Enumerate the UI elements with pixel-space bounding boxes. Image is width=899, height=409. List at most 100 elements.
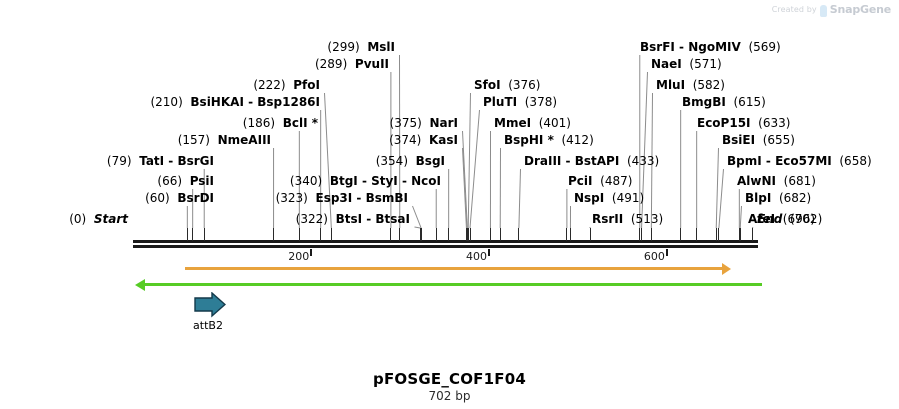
enzyme-name: EcoP15I xyxy=(697,116,751,130)
enzyme-name: MluI xyxy=(656,78,686,92)
enzyme-name: NarI xyxy=(429,116,458,130)
enzyme-site-label[interactable]: (66) PsiI xyxy=(157,175,214,187)
cut-site-tick xyxy=(641,228,642,241)
enzyme-position: (633) xyxy=(758,116,791,130)
enzyme-site-label[interactable]: (157) NmeAIII xyxy=(178,134,271,146)
enzyme-site-label[interactable]: EcoP15I (633) xyxy=(697,117,790,129)
enzyme-site-label[interactable]: (340) BtgI - StyI - NcoI xyxy=(290,175,441,187)
enzyme-site-label[interactable]: BlpI (682) xyxy=(745,192,811,204)
enzyme-site-label[interactable]: (354) BsgI xyxy=(376,155,445,167)
ruler-label-400: 400 xyxy=(466,250,488,263)
enzyme-position: (299) xyxy=(327,40,360,54)
cut-site-tick xyxy=(518,228,519,241)
enzyme-name: BsmBI xyxy=(365,191,408,205)
enzyme-name: RsrII xyxy=(592,212,624,226)
cut-site-tick xyxy=(390,228,391,241)
enzyme-site-label[interactable]: BspHI * (412) xyxy=(504,134,594,146)
enzyme-site-label[interactable]: (375) NarI xyxy=(390,117,458,129)
enzyme-position: (157) xyxy=(177,133,210,147)
enzyme-site-label[interactable]: BpmI - Eco57MI (658) xyxy=(727,155,872,167)
enzyme-site-label[interactable]: (79) TatI - BsrGI xyxy=(107,155,214,167)
enzyme-site-label[interactable]: (299) MslI xyxy=(327,41,395,53)
enzyme-name: BsgI xyxy=(415,154,445,168)
enzyme-site-label[interactable]: (60) BsrDI xyxy=(145,192,214,204)
enzyme-name: PluTI xyxy=(483,95,518,109)
enzyme-name: BsrGI xyxy=(177,154,214,168)
cut-site-tick xyxy=(490,228,491,241)
cut-site-tick xyxy=(421,228,422,241)
enzyme-site-label[interactable]: (289) PvuII xyxy=(315,58,389,70)
cut-site-tick xyxy=(739,228,740,241)
enzyme-position: (702) xyxy=(789,212,823,226)
cut-site-tick xyxy=(718,228,719,241)
enzyme-site-label[interactable]: SfoI (376) xyxy=(474,79,541,91)
enzyme-site-label[interactable]: MmeI (401) xyxy=(494,117,571,129)
leader-line xyxy=(467,92,471,229)
separator: - xyxy=(164,154,178,168)
enzyme-name: DraIII xyxy=(524,154,562,168)
enzyme-name: Eco57MI xyxy=(775,154,832,168)
leader-line xyxy=(469,109,480,229)
cut-site-tick xyxy=(752,228,753,241)
enzyme-site-label[interactable]: AfeI (696) xyxy=(748,213,815,225)
cut-site-tick xyxy=(740,228,741,241)
enzyme-position: (655) xyxy=(762,133,795,147)
enzyme-site-label[interactable]: AlwNI (681) xyxy=(737,175,816,187)
enzyme-position: (60) xyxy=(145,191,170,205)
feature-attb2-arrow[interactable] xyxy=(194,291,227,322)
sequence-backbone-top xyxy=(133,240,758,243)
enzyme-name: Esp3I xyxy=(315,191,353,205)
enzyme-site-label[interactable]: End (702) xyxy=(757,213,822,225)
cut-site-tick xyxy=(590,228,591,241)
enzyme-position: (375) xyxy=(389,116,422,130)
enzyme-site-label[interactable]: (322) BtsI - BtsaI xyxy=(296,213,410,225)
enzyme-site-label[interactable]: BmgBI (615) xyxy=(682,96,766,108)
enzyme-position: (582) xyxy=(692,78,725,92)
enzyme-position: (682) xyxy=(778,191,812,205)
cut-site-tick xyxy=(399,228,400,241)
enzyme-position: (289) xyxy=(314,57,348,71)
separator: - xyxy=(362,212,376,226)
enzyme-name: NgoMIV xyxy=(688,40,741,54)
separator: - xyxy=(352,191,366,205)
enzyme-position: (66) xyxy=(157,174,183,188)
enzyme-site-label[interactable]: NaeI (571) xyxy=(651,58,722,70)
cut-site-tick xyxy=(570,228,571,241)
enzyme-site-label[interactable]: (0) Start xyxy=(69,213,128,225)
enzyme-position: (378) xyxy=(524,95,558,109)
enzyme-site-label[interactable]: (210) BsiHKAI - Bsp1286I xyxy=(150,96,320,108)
enzyme-name: NcoI xyxy=(411,174,441,188)
enzyme-position: (487) xyxy=(600,174,633,188)
enzyme-name: KasI xyxy=(428,133,458,147)
enzyme-site-label[interactable]: PciI (487) xyxy=(568,175,632,187)
cut-site-tick xyxy=(436,228,437,241)
enzyme-site-label[interactable]: BsrFI - NgoMIV (569) xyxy=(640,41,781,53)
enzyme-name: Bsp1286I xyxy=(257,95,320,109)
enzyme-position: (186) xyxy=(242,116,276,130)
cut-site-tick xyxy=(192,228,193,241)
enzyme-name: BsrFI xyxy=(640,40,675,54)
enzyme-site-label[interactable]: DraIII - BstAPI (433) xyxy=(524,155,659,167)
enzyme-site-label[interactable]: RsrII (513) xyxy=(592,213,663,225)
enzyme-name: BspHI xyxy=(504,133,544,147)
enzyme-site-label[interactable]: (186) BclI * xyxy=(243,117,318,129)
enzyme-name: BsrDI xyxy=(177,191,214,205)
enzyme-position: (323) xyxy=(275,191,308,205)
enzyme-name: AfeI xyxy=(748,212,776,226)
leader-line xyxy=(715,147,719,229)
enzyme-site-label[interactable]: (323) Esp3I - BsmBI xyxy=(276,192,408,204)
ruler-label-200: 200 xyxy=(288,250,310,263)
leader-line xyxy=(462,147,467,229)
enzyme-position: (696) xyxy=(782,212,816,226)
enzyme-position: (222) xyxy=(253,78,286,92)
enzyme-site-label[interactable]: (222) PfoI xyxy=(253,79,320,91)
enzyme-site-label[interactable]: NspI (491) xyxy=(574,192,644,204)
cut-site-tick xyxy=(468,228,469,241)
enzyme-name: MslI xyxy=(367,40,395,54)
enzyme-site-label[interactable]: (374) KasI xyxy=(389,134,458,146)
enzyme-site-label[interactable]: MluI (582) xyxy=(656,79,725,91)
enzyme-site-label[interactable]: PluTI (378) xyxy=(483,96,557,108)
enzyme-position: (0) xyxy=(69,212,87,226)
enzyme-site-label[interactable]: BsiEI (655) xyxy=(722,134,795,146)
